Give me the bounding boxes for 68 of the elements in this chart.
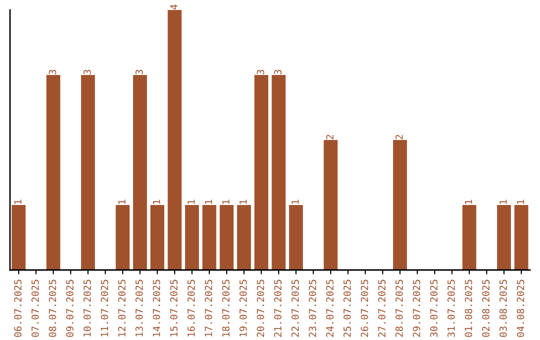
x-tick-label: 11.07.2025 <box>100 280 108 336</box>
x-tick-label: 09.07.2025 <box>66 280 74 337</box>
data-label: 1 <box>118 200 126 204</box>
bar <box>497 205 511 270</box>
x-tick-label: 28.07.2025 <box>395 280 403 337</box>
x-tick-label: 07.07.2025 <box>31 280 39 337</box>
x-tick-label: 29.07.2025 <box>412 280 420 337</box>
data-label: 2 <box>395 134 403 140</box>
data-label: 1 <box>222 200 230 204</box>
x-tick-label: 18.07.2025 <box>222 280 230 336</box>
data-label: 1 <box>516 200 524 204</box>
data-label: 1 <box>240 200 247 204</box>
bar <box>324 140 338 270</box>
x-tick-label: 10.07.2025 <box>83 280 91 336</box>
data-label: 1 <box>204 200 212 204</box>
bar <box>185 205 199 270</box>
data-label: 4 <box>170 4 178 10</box>
bar <box>133 75 147 270</box>
data-label: 1 <box>152 200 160 204</box>
x-tick-label: 31.07.2025 <box>447 280 455 337</box>
x-tick-label: 16.07.2025 <box>187 280 195 336</box>
data-label: 3 <box>48 70 56 74</box>
data-label: 1 <box>292 200 299 204</box>
bar <box>289 205 303 270</box>
x-tick-label: 12.07.2025 <box>118 280 126 336</box>
x-tick-label: 21.07.2025 <box>274 280 282 337</box>
x-tick-label: 26.07.2025 <box>360 280 368 337</box>
x-tick-label: 27.07.2025 <box>378 280 386 337</box>
x-tick-label: 13.07.2025 <box>135 280 143 336</box>
bar <box>81 75 95 270</box>
x-tick-label: 02.08.2025 <box>482 280 490 337</box>
x-tick-label: 23.07.2025 <box>308 280 316 337</box>
bar <box>514 205 528 270</box>
data-label: 1 <box>14 200 22 204</box>
data-label: 1 <box>500 200 507 204</box>
x-tick-label: 20.07.2025 <box>256 280 264 337</box>
x-tick-label: 17.07.2025 <box>204 280 212 336</box>
bar <box>168 10 182 270</box>
bar <box>202 205 216 270</box>
x-tick-label: 08.07.2025 <box>48 280 56 337</box>
x-tick-label: 01.08.2025 <box>464 280 472 337</box>
x-tick-label: 25.07.2025 <box>343 280 351 337</box>
data-label: 3 <box>83 70 91 74</box>
x-tick-label: 30.07.2025 <box>430 280 438 337</box>
bar <box>46 75 60 270</box>
x-tick-label: 24.07.2025 <box>326 280 334 337</box>
bar <box>220 205 234 270</box>
bar <box>254 75 268 270</box>
x-tick-label: 15.07.2025 <box>170 280 178 336</box>
data-label: 1 <box>188 200 195 204</box>
data-label: 1 <box>464 200 472 204</box>
x-tick-label: 06.07.2025 <box>14 280 22 337</box>
data-label: 3 <box>274 70 282 74</box>
x-tick-label: 04.08.2025 <box>516 280 524 337</box>
bar <box>462 205 476 270</box>
bar <box>237 205 251 270</box>
data-label: 2 <box>326 134 334 140</box>
bar <box>12 205 26 270</box>
data-label: 3 <box>135 70 143 74</box>
bar <box>393 140 407 270</box>
bar <box>116 205 130 270</box>
x-tick-label: 14.07.2025 <box>152 280 160 336</box>
data-label: 3 <box>256 70 264 74</box>
x-tick-label: 19.07.2025 <box>239 280 247 336</box>
x-tick-label: 22.07.2025 <box>291 280 299 337</box>
bar <box>272 75 286 270</box>
bar <box>150 205 164 270</box>
x-tick-label: 03.08.2025 <box>499 280 507 337</box>
